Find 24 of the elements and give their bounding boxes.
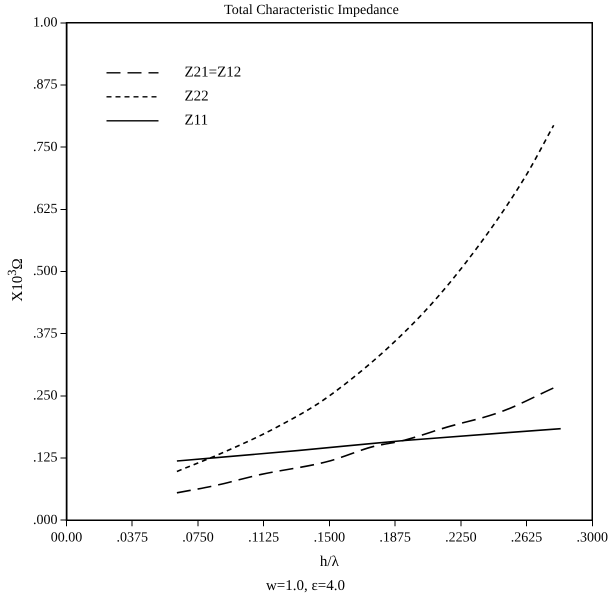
x-tick-label: .2250 xyxy=(445,530,477,546)
x-tick-label: 00.00 xyxy=(50,530,82,546)
x-tick-label: .3000 xyxy=(576,530,608,546)
y-tick-label: .250 xyxy=(33,388,58,404)
x-tick-label: .0750 xyxy=(182,530,214,546)
text: w=1.0, ε=4.0 xyxy=(264,578,346,595)
x-tick-label: .1500 xyxy=(314,530,346,546)
chart-title: Total Characteristic Impedance xyxy=(224,3,399,18)
x-tick-label: .0375 xyxy=(116,530,148,546)
x-tick-label: .1875 xyxy=(379,530,411,546)
legend-label: Z11 xyxy=(184,112,208,129)
y-tick-label: .375 xyxy=(33,326,58,342)
y-tick-label: .500 xyxy=(33,264,58,280)
x-tick-label: .2625 xyxy=(510,530,542,546)
legend-label: Z21=Z12 xyxy=(184,64,242,81)
y-tick-label: 1.00 xyxy=(33,15,58,30)
y-tick-label: .000 xyxy=(33,512,58,528)
y-tick-label: .875 xyxy=(33,78,58,93)
legend-label: Z22 xyxy=(184,88,209,105)
y-tick-label: .750 xyxy=(33,140,58,155)
x-axis-title: h/λ xyxy=(320,554,340,570)
x-tick-label: .1125 xyxy=(248,530,280,546)
y-tick-label: .125 xyxy=(33,450,58,466)
y-tick-label: .625 xyxy=(33,202,58,217)
